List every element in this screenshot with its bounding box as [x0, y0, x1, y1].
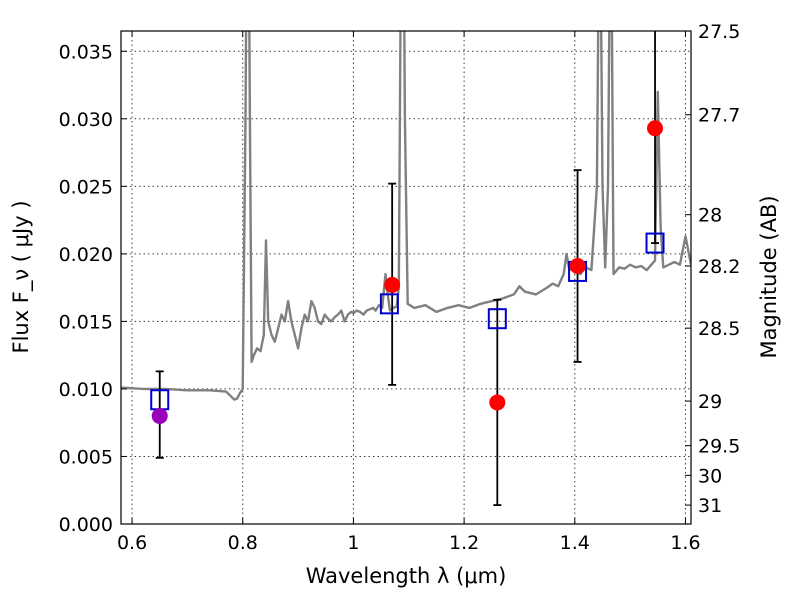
observed-flux-point — [569, 258, 586, 275]
markers — [150, 120, 665, 424]
x-tick-label: 0.6 — [117, 532, 147, 554]
observed-flux-point — [384, 276, 401, 293]
observed-flux-point — [151, 407, 168, 424]
y-tick-label: 0.035 — [59, 41, 113, 63]
y2-tick-label: 27.7 — [698, 105, 740, 127]
y-tick-label: 0.025 — [59, 176, 113, 198]
y2-tick-label: 28.2 — [698, 256, 740, 278]
plot-layer — [121, 31, 691, 401]
y2-tick-label: 31 — [698, 495, 722, 517]
y-tick-label: 0.005 — [59, 446, 113, 468]
y-axis: 0.000 0.005 0.010 0.015 0.020 0.025 0.030 0.035 — [59, 41, 127, 536]
y-tick-label: 0.030 — [59, 109, 113, 131]
y2-axis-label: Magnitude (AB) — [757, 195, 781, 358]
x-axis-label: Wavelength λ (μm) — [306, 564, 507, 588]
x-tick-label: 1 — [347, 532, 359, 554]
model-flux-square — [379, 293, 399, 315]
x-axis: 0.6 0.8 1 1.2 1.4 1.6 — [117, 31, 701, 554]
y2-tick-label: 28 — [698, 205, 722, 227]
plot-frame — [120, 30, 692, 525]
x-tick-label: 1.2 — [449, 532, 479, 554]
y-tick-label: 0.015 — [59, 311, 113, 333]
y-axis-label: Flux F_ν ( μJy ) — [9, 200, 34, 353]
y-tick-label: 0.000 — [59, 514, 113, 536]
x-tick-label: 0.8 — [228, 532, 258, 554]
y2-tick-label: 29.5 — [698, 436, 740, 458]
model-flux-square — [645, 232, 665, 254]
y2-tick-label: 30 — [698, 465, 722, 487]
y2-axis: 27.5 27.7 28 28.2 28.5 29 29.5 30 31 — [685, 21, 740, 517]
y-tick-label: 0.010 — [59, 379, 113, 401]
y-tick-label: 0.020 — [59, 244, 113, 266]
model-flux-square — [487, 308, 507, 330]
model-spectrum-line — [121, 31, 691, 401]
x-tick-label: 1.6 — [670, 532, 700, 554]
y2-tick-label: 27.5 — [698, 21, 740, 43]
observed-flux-point — [647, 120, 664, 137]
x-tick-label: 1.4 — [560, 532, 590, 554]
observed-flux-point — [489, 394, 506, 411]
y2-tick-label: 28.5 — [698, 318, 740, 340]
y2-tick-label: 29 — [698, 391, 722, 413]
